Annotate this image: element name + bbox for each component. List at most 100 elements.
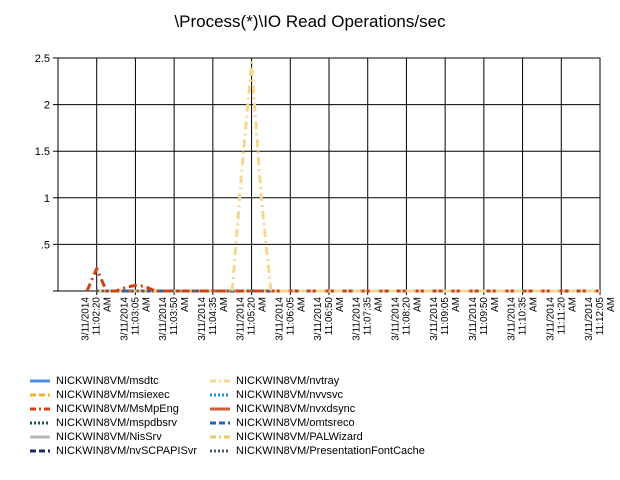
x-tick-label-line: 11:05:20 [247, 297, 258, 336]
legend-label: NICKWIN8VM/nvtray [236, 375, 340, 387]
legend-label: NICKWIN8VM/nvvsvc [236, 389, 343, 401]
x-tick-label-line: 3/11/2014 [352, 297, 363, 341]
y-tick-label: 2.5 [35, 53, 50, 65]
series-line [85, 267, 600, 293]
x-tick-label-line: AM [103, 297, 114, 312]
x-tick-label-line: 3/11/2014 [429, 297, 440, 341]
legend-label: NICKWIN8VM/msdtc [56, 375, 159, 387]
x-tick-label-line: AM [258, 297, 269, 312]
x-tick-label: 3/11/2014 11:09:05 AM [429, 297, 462, 341]
x-tick-label-line: AM [180, 297, 191, 312]
legend-swatch [210, 435, 230, 439]
legend-label: NICKWIN8VM/nvSCPAPISvr [56, 445, 197, 457]
legend-label: NICKWIN8VM/PALWizard [236, 431, 363, 443]
legend-swatch [30, 421, 50, 425]
legend-item: NICKWIN8VM/MsMpEng [30, 402, 197, 416]
legend-swatch [210, 379, 230, 383]
x-tick-label: 3/11/2014 11:10:35 AM [507, 297, 540, 341]
y-tick-label: 1 [44, 193, 50, 205]
x-tick-label-line: 11:09:50 [479, 297, 490, 336]
legend-column-right: NICKWIN8VM/nvtray NICKWIN8VM/nvvsvc NICKWI… [210, 374, 425, 458]
x-tick-label: 3/11/2014 11:02:20 AM [81, 297, 114, 341]
x-tick-label: 3/11/2014 11:09:50 AM [468, 297, 501, 341]
legend-swatch [30, 435, 50, 439]
series-line [230, 61, 600, 293]
x-tick-label-line: 11:08:20 [401, 297, 412, 336]
x-tick-label-line: 11:11:20 [556, 297, 567, 335]
x-tick-label: 3/11/2014 11:04:35 AM [197, 297, 230, 341]
x-tick-label-line: AM [529, 297, 540, 312]
x-tick-label-line: 11:12:05 [595, 297, 606, 336]
legend-item: NICKWIN8VM/PresentationFontCache [210, 444, 425, 458]
x-tick-label-line: 11:09:05 [440, 297, 451, 336]
x-tick-label: 3/11/2014 11:06:05 AM [274, 297, 307, 341]
legend-item: NICKWIN8VM/nvSCPAPISvr [30, 444, 197, 458]
x-tick-label: 3/11/2014 11:06:50 AM [313, 297, 346, 341]
series-lines [85, 61, 600, 293]
legend-item: NICKWIN8VM/nvxdsync [210, 402, 425, 416]
x-tick-label-line: 11:02:20 [92, 297, 103, 336]
x-tick-label-line: 3/11/2014 [81, 297, 92, 341]
legend-label: NICKWIN8VM/omtsreco [236, 417, 355, 429]
x-tick-label: 3/11/2014 11:03:50 AM [158, 297, 191, 341]
x-tick-label-line: AM [451, 297, 462, 312]
x-tick-label-line: AM [335, 297, 346, 312]
grid [58, 57, 600, 291]
x-tick-label-line: 11:07:35 [363, 297, 374, 336]
x-tick-label-line: 3/11/2014 [313, 297, 324, 341]
x-tick-label-line: 11:03:50 [169, 297, 180, 336]
legend-item: NICKWIN8VM/mspdbsrv [30, 416, 197, 430]
x-tick-label-line: 11:04:35 [208, 297, 219, 336]
x-tick-label-line: 3/11/2014 [468, 297, 479, 341]
legend-swatch [30, 379, 50, 383]
legend-swatch [30, 393, 50, 397]
y-tick-label: .5 [41, 239, 50, 251]
x-tick-label-line: 3/11/2014 [507, 297, 518, 341]
legend-column-left: NICKWIN8VM/msdtc NICKWIN8VM/msiexec NICKWI… [30, 374, 197, 458]
legend-label: NICKWIN8VM/nvxdsync [236, 403, 356, 415]
y-tick-label: 1.5 [35, 146, 50, 158]
legend-swatch [210, 407, 230, 411]
x-tick-label-line: AM [567, 297, 578, 312]
legend-swatch [30, 449, 50, 453]
x-tick-label-line: AM [490, 297, 501, 312]
legend-swatch [30, 407, 50, 411]
x-tick-label-line: 3/11/2014 [119, 297, 130, 341]
x-tick-label-line: AM [412, 297, 423, 312]
x-tick-label-line: AM [296, 297, 307, 312]
legend-label: NICKWIN8VM/NisSrv [56, 431, 162, 443]
x-tick-labels: 3/11/2014 11:02:20 AM 3/11/2014 11:03:05 AM 3/… [81, 297, 617, 341]
x-tick-label-line: 3/11/2014 [197, 297, 208, 341]
legend-item: NICKWIN8VM/msdtc [30, 374, 197, 388]
legend-item: NICKWIN8VM/nvtray [210, 374, 425, 388]
x-tick-label-line: 3/11/2014 [236, 297, 247, 341]
legend-item: NICKWIN8VM/nvvsvc [210, 388, 425, 402]
x-tick-label: 3/11/2014 11:11:20 AM [545, 297, 578, 341]
x-tick-label-line: 11:03:05 [130, 297, 141, 336]
x-tick-label-line: 3/11/2014 [274, 297, 285, 341]
x-tick-label: 3/11/2014 11:05:20 AM [236, 297, 269, 341]
x-tick-label-line: 3/11/2014 [584, 297, 595, 341]
x-tick-label: 3/11/2014 11:03:05 AM [119, 297, 152, 341]
x-tick-label-line: 11:06:50 [324, 297, 335, 336]
x-tick-label: 3/11/2014 11:12:05 AM [584, 297, 617, 341]
x-tick-label-line: 3/11/2014 [390, 297, 401, 341]
y-tick-labels: .5 1 1.5 2 2.5 [35, 53, 50, 251]
x-tick-label-line: AM [141, 297, 152, 312]
legend-item: NICKWIN8VM/PALWizard [210, 430, 425, 444]
legend-item: NICKWIN8VM/omtsreco [210, 416, 425, 430]
x-tick-label-line: 11:10:35 [518, 297, 529, 336]
x-tick-label-line: 3/11/2014 [545, 297, 556, 341]
x-tick-label: 3/11/2014 11:08:20 AM [390, 297, 423, 341]
y-tick-label: 2 [44, 100, 50, 112]
legend-item: NICKWIN8VM/msiexec [30, 388, 197, 402]
legend-label: NICKWIN8VM/MsMpEng [56, 403, 179, 415]
legend-label: NICKWIN8VM/msiexec [56, 389, 170, 401]
legend-swatch [210, 393, 230, 397]
legend-item: NICKWIN8VM/NisSrv [30, 430, 197, 444]
legend-swatch [210, 449, 230, 453]
chart-title: \Process(*)\IO Read Operations/sec [174, 12, 446, 31]
x-tick-label-line: AM [374, 297, 385, 312]
legend-swatch [210, 421, 230, 425]
